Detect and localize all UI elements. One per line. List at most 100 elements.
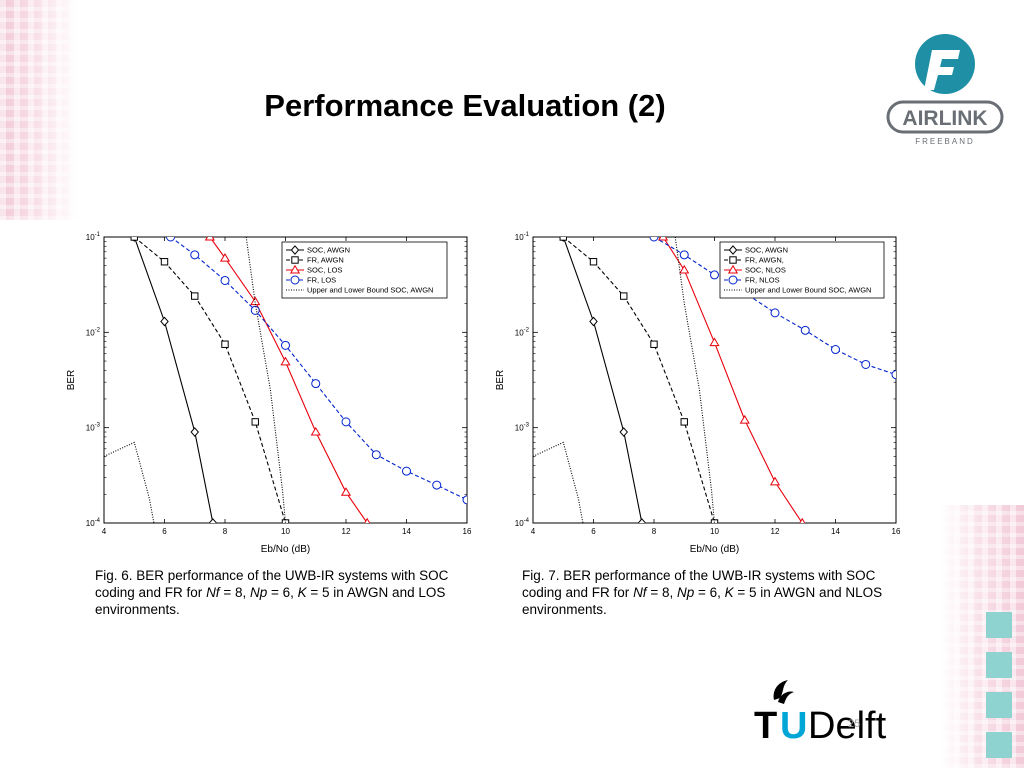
series-group (533, 237, 896, 523)
caption-text: Fig. 6. BER performance of the UWB-IR sy… (95, 568, 449, 600)
data-point-triangle (340, 487, 352, 496)
decorative-square (986, 652, 1012, 678)
y-axis-label: BER (66, 370, 77, 391)
x-tick-label: 8 (652, 527, 657, 536)
airlink-logo-f-mark (924, 50, 960, 90)
series-line (104, 441, 155, 523)
data-point-square (251, 418, 259, 426)
legend-label: FR, AWGN, (745, 256, 784, 265)
tudelft-logo-u: U (780, 705, 807, 746)
data-point-triangle (250, 296, 261, 306)
caption-var-np: Np (249, 585, 268, 600)
data-point-circle (891, 370, 896, 380)
tudelft-logo: T U Delft (754, 680, 887, 746)
y-tick-label: 10-2 (515, 327, 530, 337)
airlink-logo-circle (915, 34, 975, 94)
legend-label: SOC, NLOS (745, 266, 786, 275)
caption-var-nf: Nf (206, 585, 220, 600)
series-line (562, 237, 716, 523)
chart-fig7-svg: 4 6 8 10 12 14 16 10-1 10-2 10-3 10-4 Eb/No (dB) BER… (495, 232, 901, 555)
x-tick-label: 10 (710, 527, 719, 536)
data-point-square (291, 256, 299, 264)
y-tick-label: 10-3 (86, 423, 101, 433)
data-point-triangle (219, 252, 231, 262)
airlink-freeband-logo: AIRLINK FREEBAND (886, 34, 1004, 146)
data-point-circle (402, 466, 411, 476)
data-point-diamond (637, 518, 647, 523)
data-point-triangle (280, 356, 291, 366)
caption-text: = 8, (219, 585, 250, 600)
data-point-circle (341, 417, 351, 427)
airlink-logo-badge (886, 100, 1004, 134)
x-tick-label: 4 (531, 527, 536, 536)
tudelft-flame-icon (773, 680, 788, 700)
data-point-circle (432, 480, 442, 490)
data-point-circle (679, 250, 689, 260)
x-tick-label: 4 (102, 527, 107, 536)
data-point-triangle (310, 426, 321, 436)
data-point-diamond (190, 427, 200, 437)
series-line (653, 237, 896, 376)
data-point-square (281, 519, 290, 523)
x-axis-label: Eb/No (dB) (690, 544, 739, 555)
data-point-square (589, 258, 598, 266)
data-point-triangle (739, 414, 750, 424)
data-point-circle (800, 325, 810, 335)
series-line (662, 237, 803, 523)
decorative-square (986, 612, 1012, 638)
caption-text: = 5 in AWGN and LOS environments. (95, 585, 446, 617)
series-line (133, 237, 214, 523)
data-point-circle (281, 340, 290, 350)
tudelft-logo-t: T (754, 705, 777, 746)
data-point-triangle (658, 237, 669, 241)
legend-label: Upper and Lower Bound SOC, AWGN (745, 286, 871, 295)
y-axis-label: BER (495, 370, 506, 391)
decorative-square (986, 732, 1012, 758)
series-line (245, 237, 287, 523)
data-point-circle (770, 308, 780, 318)
data-point-triangle (799, 517, 806, 523)
y-tick-label: 10-4 (515, 518, 530, 528)
x-tick-label: 6 (591, 527, 596, 536)
data-point-square (130, 237, 138, 241)
legend-label: FR, NLOS (745, 276, 780, 285)
legend-box (719, 241, 885, 299)
data-point-square (680, 418, 688, 426)
caption-var-nf: Nf (633, 585, 647, 600)
data-point-triangle (727, 264, 739, 274)
data-point-circle (290, 275, 300, 285)
data-point-diamond (290, 245, 300, 255)
x-tick-label: 6 (162, 527, 167, 536)
data-point-diamond (619, 427, 629, 437)
data-point-circle (710, 270, 719, 280)
tudelft-logo-delft: Delft (808, 705, 887, 746)
series-line (533, 441, 584, 523)
chart-fig6-svg: 4 6 8 10 12 14 16 10-1 10-2 10-3 10-4 Eb/No (dB) BER… (66, 232, 472, 555)
chart-fig7: 4 6 8 10 12 14 16 10-1 10-2 10-3 10-4 Eb/No (dB) BER… (493, 222, 913, 562)
data-point-triangle (289, 264, 301, 274)
legend-label: Upper and Lower Bound SOC, AWGN (307, 286, 433, 295)
y-tick-label: 10-1 (515, 232, 530, 242)
data-point-square (221, 340, 229, 348)
caption-var-np: Np (676, 585, 695, 600)
data-point-square (160, 258, 169, 266)
data-point-circle (649, 237, 659, 242)
legend-box (281, 241, 448, 299)
legend-label: FR, AWGN (307, 256, 344, 265)
tudelft-flame-icon (778, 691, 794, 704)
series-line (170, 237, 467, 501)
y-tick-label: 10-2 (86, 327, 101, 337)
data-point-circle (311, 379, 321, 389)
data-point-circle (190, 250, 200, 260)
y-tick-label: 10-4 (86, 518, 101, 528)
x-tick-label: 10 (281, 527, 290, 536)
caption-fig7: Fig. 7. BER performance of the UWB-IR sy… (522, 567, 912, 618)
data-point-diamond (208, 518, 218, 523)
data-point-square (650, 340, 658, 348)
series-line (562, 237, 643, 523)
data-point-diamond (728, 245, 738, 255)
decorative-pattern-left (0, 0, 80, 220)
y-tick-label: 10-1 (86, 232, 101, 242)
data-point-circle (250, 305, 260, 315)
caption-var-k: K (297, 585, 307, 600)
